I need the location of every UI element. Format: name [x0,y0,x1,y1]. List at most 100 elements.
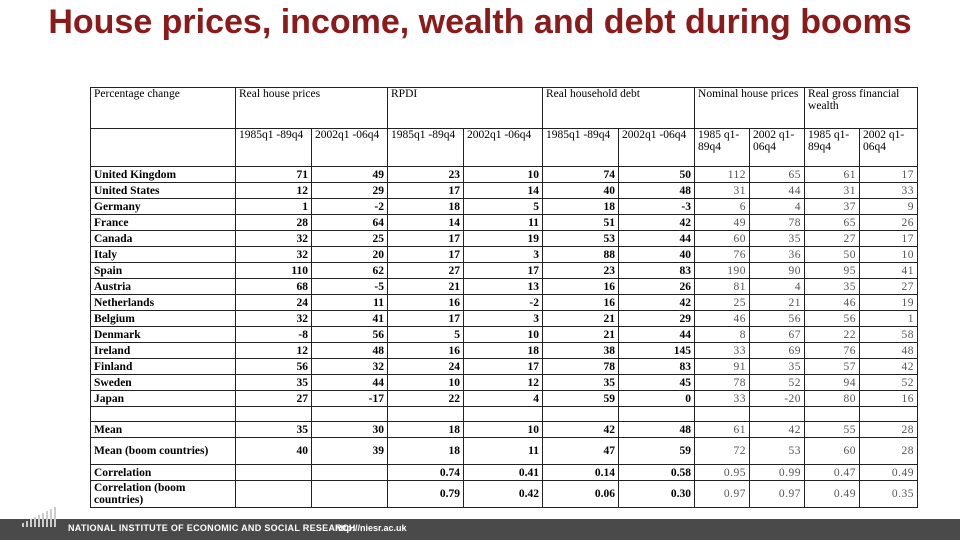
value-cell: 69 [749,342,806,359]
value-cell: 59 [542,390,620,407]
value-cell: 81 [694,278,751,295]
value-cell: 56 [235,358,312,375]
value-cell: 56 [311,326,388,343]
value-cell: 35 [804,278,861,295]
value-cell: 4 [749,198,806,215]
value-cell: 110 [235,262,312,279]
value-cell: 0.49 [804,480,861,508]
empty-cell [462,406,544,422]
value-cell: -5 [311,278,388,295]
value-cell: 35 [749,358,806,375]
country-name: United States [90,182,236,199]
country-name: Belgium [90,310,236,327]
value-cell: 83 [618,262,696,279]
value-cell: 22 [387,390,464,407]
value-cell: 42 [618,214,696,231]
value-cell: 10 [462,166,544,183]
value-cell: 48 [311,342,388,359]
value-cell: 18 [387,421,464,438]
value-cell: 0.97 [749,480,806,508]
value-cell: 14 [462,182,544,199]
empty-cell [804,406,861,422]
value-cell: 190 [694,262,751,279]
value-cell: 11 [462,214,544,231]
value-cell: 74 [542,166,620,183]
value-cell: 52 [749,374,806,391]
value-cell: 64 [311,214,388,231]
value-cell: 0.42 [462,480,544,508]
table-row: France 28 64 14 11 51 42 49 78 65 26 [90,214,919,231]
value-cell: 35 [235,374,312,391]
empty-cell [90,406,236,422]
table-row: Ireland 12 48 16 18 38 145 33 69 76 48 [90,342,919,359]
value-cell: 71 [235,166,312,183]
summary-label: Correlation (boom countries) [90,480,236,508]
value-cell: 17 [462,358,544,375]
value-cell: 78 [542,358,620,375]
value-cell: 42 [542,421,620,438]
empty-cell [859,406,919,422]
country-name: Italy [90,246,236,263]
value-cell: 78 [749,214,806,231]
empty-cell [694,406,751,422]
value-cell: 112 [694,166,751,183]
country-name: United Kingdom [90,166,236,183]
header-real-household-debt: Real household debt [542,87,696,129]
value-cell: 67 [749,326,806,343]
value-cell: 10 [859,246,919,263]
value-cell: 26 [859,214,919,231]
value-cell: 17 [387,182,464,199]
value-cell: 0.97 [694,480,751,508]
value-cell: 0.99 [749,464,806,481]
summary-label: Mean [90,421,236,438]
value-cell: 10 [387,374,464,391]
value-cell: 10 [462,326,544,343]
value-cell: 18 [387,198,464,215]
value-cell: 23 [542,262,620,279]
summary-row: Mean 35 30 18 10 42 48 61 42 55 28 [90,421,919,438]
value-cell: 45 [618,374,696,391]
table-row: Italy 32 20 17 3 88 40 76 36 50 10 [90,246,919,263]
value-cell: -8 [235,326,312,343]
header-row-1: Percentage change Real house prices RPDI… [90,87,919,129]
value-cell: 65 [749,166,806,183]
value-cell: 28 [859,437,919,465]
country-name: France [90,214,236,231]
value-cell: 0.30 [618,480,696,508]
header-period: 1985 q1- 89q4 [804,128,861,167]
value-cell: 76 [694,246,751,263]
value-cell: 36 [749,246,806,263]
table-row: Canada 32 25 17 19 53 44 60 35 27 17 [90,230,919,247]
value-cell: 19 [859,294,919,311]
value-cell: 12 [235,182,312,199]
value-cell: 80 [804,390,861,407]
empty-cell [542,406,620,422]
value-cell: 11 [311,294,388,311]
value-cell [311,464,388,481]
value-cell: 44 [618,230,696,247]
value-cell: 38 [542,342,620,359]
country-name: Denmark [90,326,236,343]
table-row: United States 12 29 17 14 40 48 31 44 31 33 [90,182,919,199]
value-cell: 41 [311,310,388,327]
header-row-2: 1985q1 -89q4 2002q1 -06q4 1985q1 -89q4 2… [90,128,919,167]
value-cell: 48 [859,342,919,359]
empty-cell [235,406,312,422]
value-cell: 44 [749,182,806,199]
value-cell: 17 [859,230,919,247]
value-cell: 16 [387,342,464,359]
value-cell: 23 [387,166,464,183]
value-cell: 16 [542,278,620,295]
value-cell: 0 [618,390,696,407]
table-row: Sweden 35 44 10 12 35 45 78 52 94 52 [90,374,919,391]
country-name: Spain [90,262,236,279]
value-cell: 44 [618,326,696,343]
value-cell: 56 [804,310,861,327]
header-rpdi: RPDI [386,87,544,129]
country-name: Finland [90,358,236,375]
footer-url[interactable]: http://niesr.ac.uk [335,523,407,533]
value-cell: 57 [804,358,861,375]
spacer-row [90,406,919,422]
value-cell: 24 [235,294,312,311]
value-cell: 50 [618,166,696,183]
